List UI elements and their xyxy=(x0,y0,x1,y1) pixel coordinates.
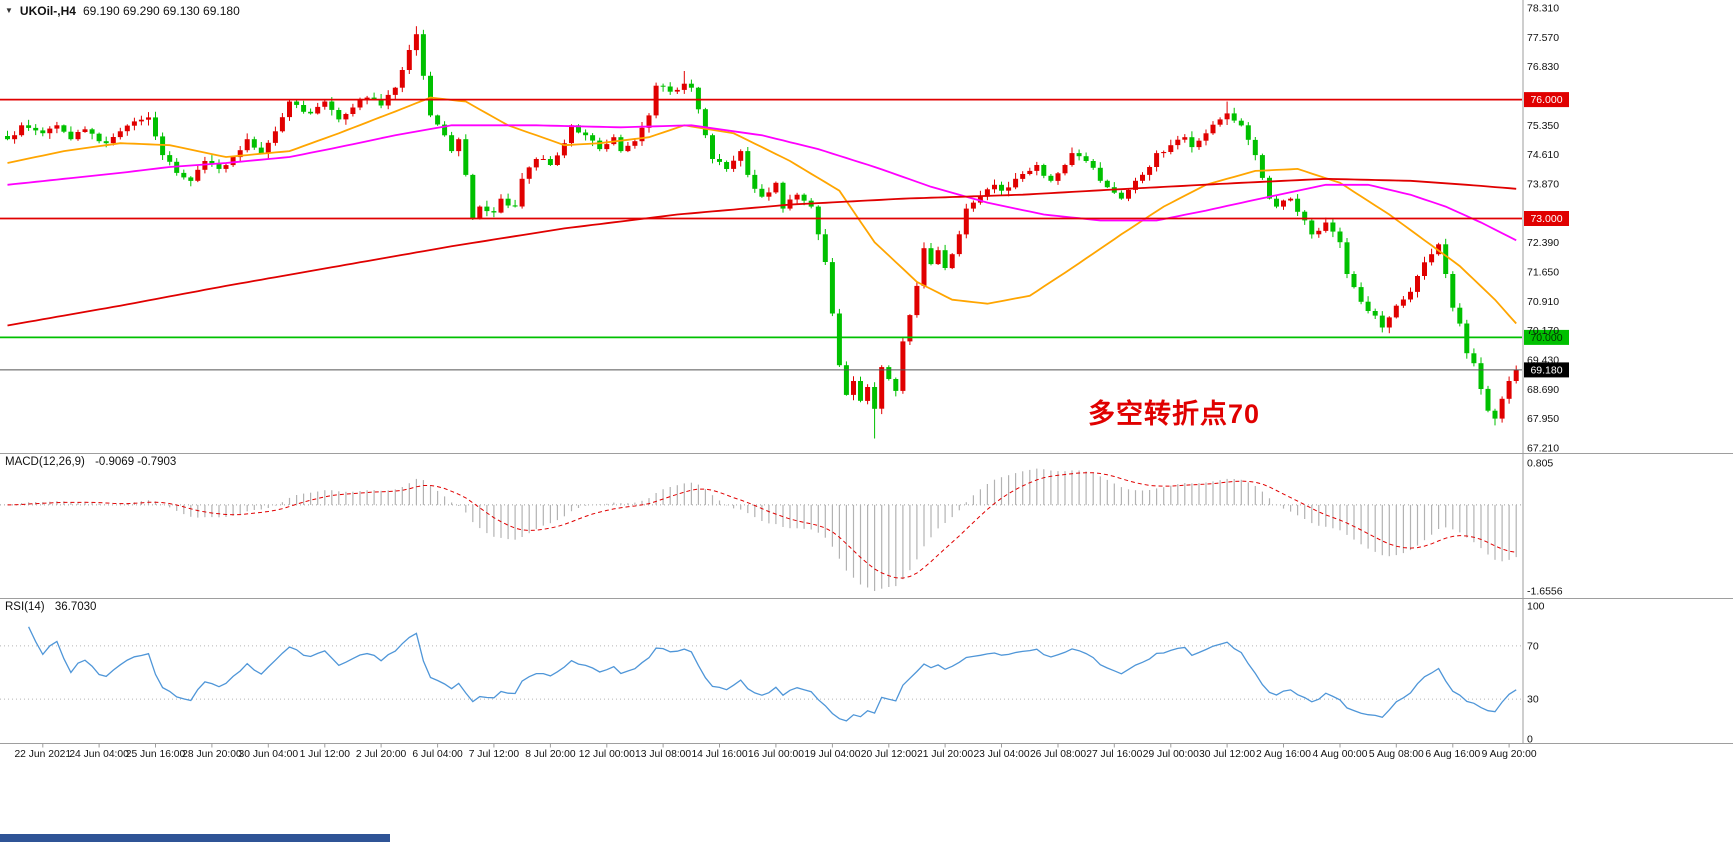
price-badge xyxy=(1524,92,1569,108)
taskbar-fragment[interactable] xyxy=(0,834,390,842)
svg-text:73.870: 73.870 xyxy=(1527,179,1559,191)
svg-text:9 Aug 20:00: 9 Aug 20:00 xyxy=(1482,749,1537,760)
rsi-line xyxy=(28,626,1517,722)
svg-text:27 Jul 16:00: 27 Jul 16:00 xyxy=(1086,749,1142,760)
macd-indicator-label: MACD(12,26,9) -0.9069 -0.7903 xyxy=(5,456,176,468)
svg-text:69.430: 69.430 xyxy=(1527,355,1559,367)
svg-text:14 Jul 16:00: 14 Jul 16:00 xyxy=(691,749,747,760)
svg-text:-1.6556: -1.6556 xyxy=(1527,586,1563,598)
svg-text:6 Aug 16:00: 6 Aug 16:00 xyxy=(1425,749,1480,760)
svg-text:68.690: 68.690 xyxy=(1527,384,1559,396)
svg-text:71.650: 71.650 xyxy=(1527,267,1559,279)
svg-text:8 Jul 20:00: 8 Jul 20:00 xyxy=(525,749,576,760)
svg-text:67.210: 67.210 xyxy=(1527,443,1559,455)
svg-text:20 Jul 12:00: 20 Jul 12:00 xyxy=(861,749,917,760)
macd-panel: 0.805 -1.6556 xyxy=(0,458,1563,598)
symbol-period-label: UKOil-,H4 xyxy=(19,4,76,18)
svg-text:77.570: 77.570 xyxy=(1527,32,1559,44)
panel-borders xyxy=(0,0,1733,744)
svg-text:7 Jul 12:00: 7 Jul 12:00 xyxy=(469,749,520,760)
rsi-value: 36.7030 xyxy=(54,601,97,613)
svg-text:70.170: 70.170 xyxy=(1527,325,1559,337)
svg-text:29 Jul 00:00: 29 Jul 00:00 xyxy=(1143,749,1199,760)
candles-layer xyxy=(5,26,1519,439)
svg-text:76.000: 76.000 xyxy=(1530,94,1562,106)
svg-text:28 Jun 20:00: 28 Jun 20:00 xyxy=(182,749,242,760)
svg-text:70.000: 70.000 xyxy=(1530,332,1562,344)
rsi-name: RSI(14) xyxy=(5,601,45,613)
svg-text:1 Jul 12:00: 1 Jul 12:00 xyxy=(300,749,351,760)
svg-text:12 Jul 00:00: 12 Jul 00:00 xyxy=(579,749,635,760)
svg-text:30: 30 xyxy=(1527,694,1539,706)
svg-text:72.390: 72.390 xyxy=(1527,237,1559,249)
svg-text:25 Jun 16:00: 25 Jun 16:00 xyxy=(126,749,186,760)
svg-text:30 Jul 12:00: 30 Jul 12:00 xyxy=(1199,749,1255,760)
chart-annotation: 多空转折点70 xyxy=(1088,399,1261,429)
ma-layer xyxy=(7,96,1517,327)
svg-text:78.310: 78.310 xyxy=(1527,3,1559,15)
price-badge xyxy=(1524,211,1569,226)
ma-fast-orange xyxy=(7,96,1517,325)
collapse-chart-icon[interactable]: ▼ xyxy=(5,6,13,15)
svg-text:16 Jul 00:00: 16 Jul 00:00 xyxy=(748,749,804,760)
svg-text:69.180: 69.180 xyxy=(1530,364,1562,376)
price-badge xyxy=(1524,329,1569,345)
ohlc-values: 69.190 69.290 69.130 69.180 xyxy=(82,4,240,18)
svg-text:0: 0 xyxy=(1527,734,1533,746)
current-price-badge xyxy=(1524,362,1569,378)
svg-text:70.910: 70.910 xyxy=(1527,296,1559,308)
svg-text:19 Jul 04:00: 19 Jul 04:00 xyxy=(804,749,860,760)
macd-values: -0.9069 -0.7903 xyxy=(95,456,177,468)
macd-signal-line xyxy=(7,472,1517,579)
svg-text:100: 100 xyxy=(1527,601,1545,613)
svg-text:13 Jul 08:00: 13 Jul 08:00 xyxy=(635,749,691,760)
price-axis: 78.310 77.570 76.830 75.350 74.610 73.870 72.3… xyxy=(1527,3,1559,455)
svg-text:70: 70 xyxy=(1527,640,1539,652)
svg-text:76.830: 76.830 xyxy=(1527,61,1559,73)
svg-text:2 Aug 16:00: 2 Aug 16:00 xyxy=(1256,749,1311,760)
chart-canvas[interactable]: 76.000 73.000 70.000 69.180 78.310 77.570 76.8… xyxy=(0,0,1733,775)
svg-text:23 Jul 04:00: 23 Jul 04:00 xyxy=(973,749,1029,760)
svg-text:73.000: 73.000 xyxy=(1530,213,1562,225)
svg-text:21 Jul 20:00: 21 Jul 20:00 xyxy=(917,749,973,760)
macd-name: MACD(12,26,9) xyxy=(5,456,85,468)
rsi-panel: 100 70 30 0 xyxy=(0,601,1545,746)
svg-text:6 Jul 04:00: 6 Jul 04:00 xyxy=(412,749,463,760)
svg-text:4 Aug 00:00: 4 Aug 00:00 xyxy=(1313,749,1368,760)
svg-text:75.350: 75.350 xyxy=(1527,120,1559,132)
svg-text:5 Aug 08:00: 5 Aug 08:00 xyxy=(1369,749,1424,760)
svg-text:74.610: 74.610 xyxy=(1527,149,1559,161)
ma-slow-red xyxy=(7,177,1517,327)
svg-text:2 Jul 20:00: 2 Jul 20:00 xyxy=(356,749,407,760)
svg-text:67.950: 67.950 xyxy=(1527,413,1559,425)
svg-text:24 Jun 04:00: 24 Jun 04:00 xyxy=(69,749,129,760)
svg-text:0.805: 0.805 xyxy=(1527,458,1553,470)
rsi-indicator-label: RSI(14) 36.7030 xyxy=(5,601,96,613)
svg-text:26 Jul 08:00: 26 Jul 08:00 xyxy=(1030,749,1086,760)
svg-text:30 Jun 04:00: 30 Jun 04:00 xyxy=(239,749,299,760)
symbol-header: ▼ UKOil-,H4 69.190 69.290 69.130 69.180 xyxy=(5,4,240,18)
hlines-layer: 76.000 73.000 70.000 69.180 xyxy=(0,92,1569,378)
svg-text:22 Jun 2021: 22 Jun 2021 xyxy=(14,749,71,760)
ma-mid-magenta xyxy=(7,124,1517,242)
